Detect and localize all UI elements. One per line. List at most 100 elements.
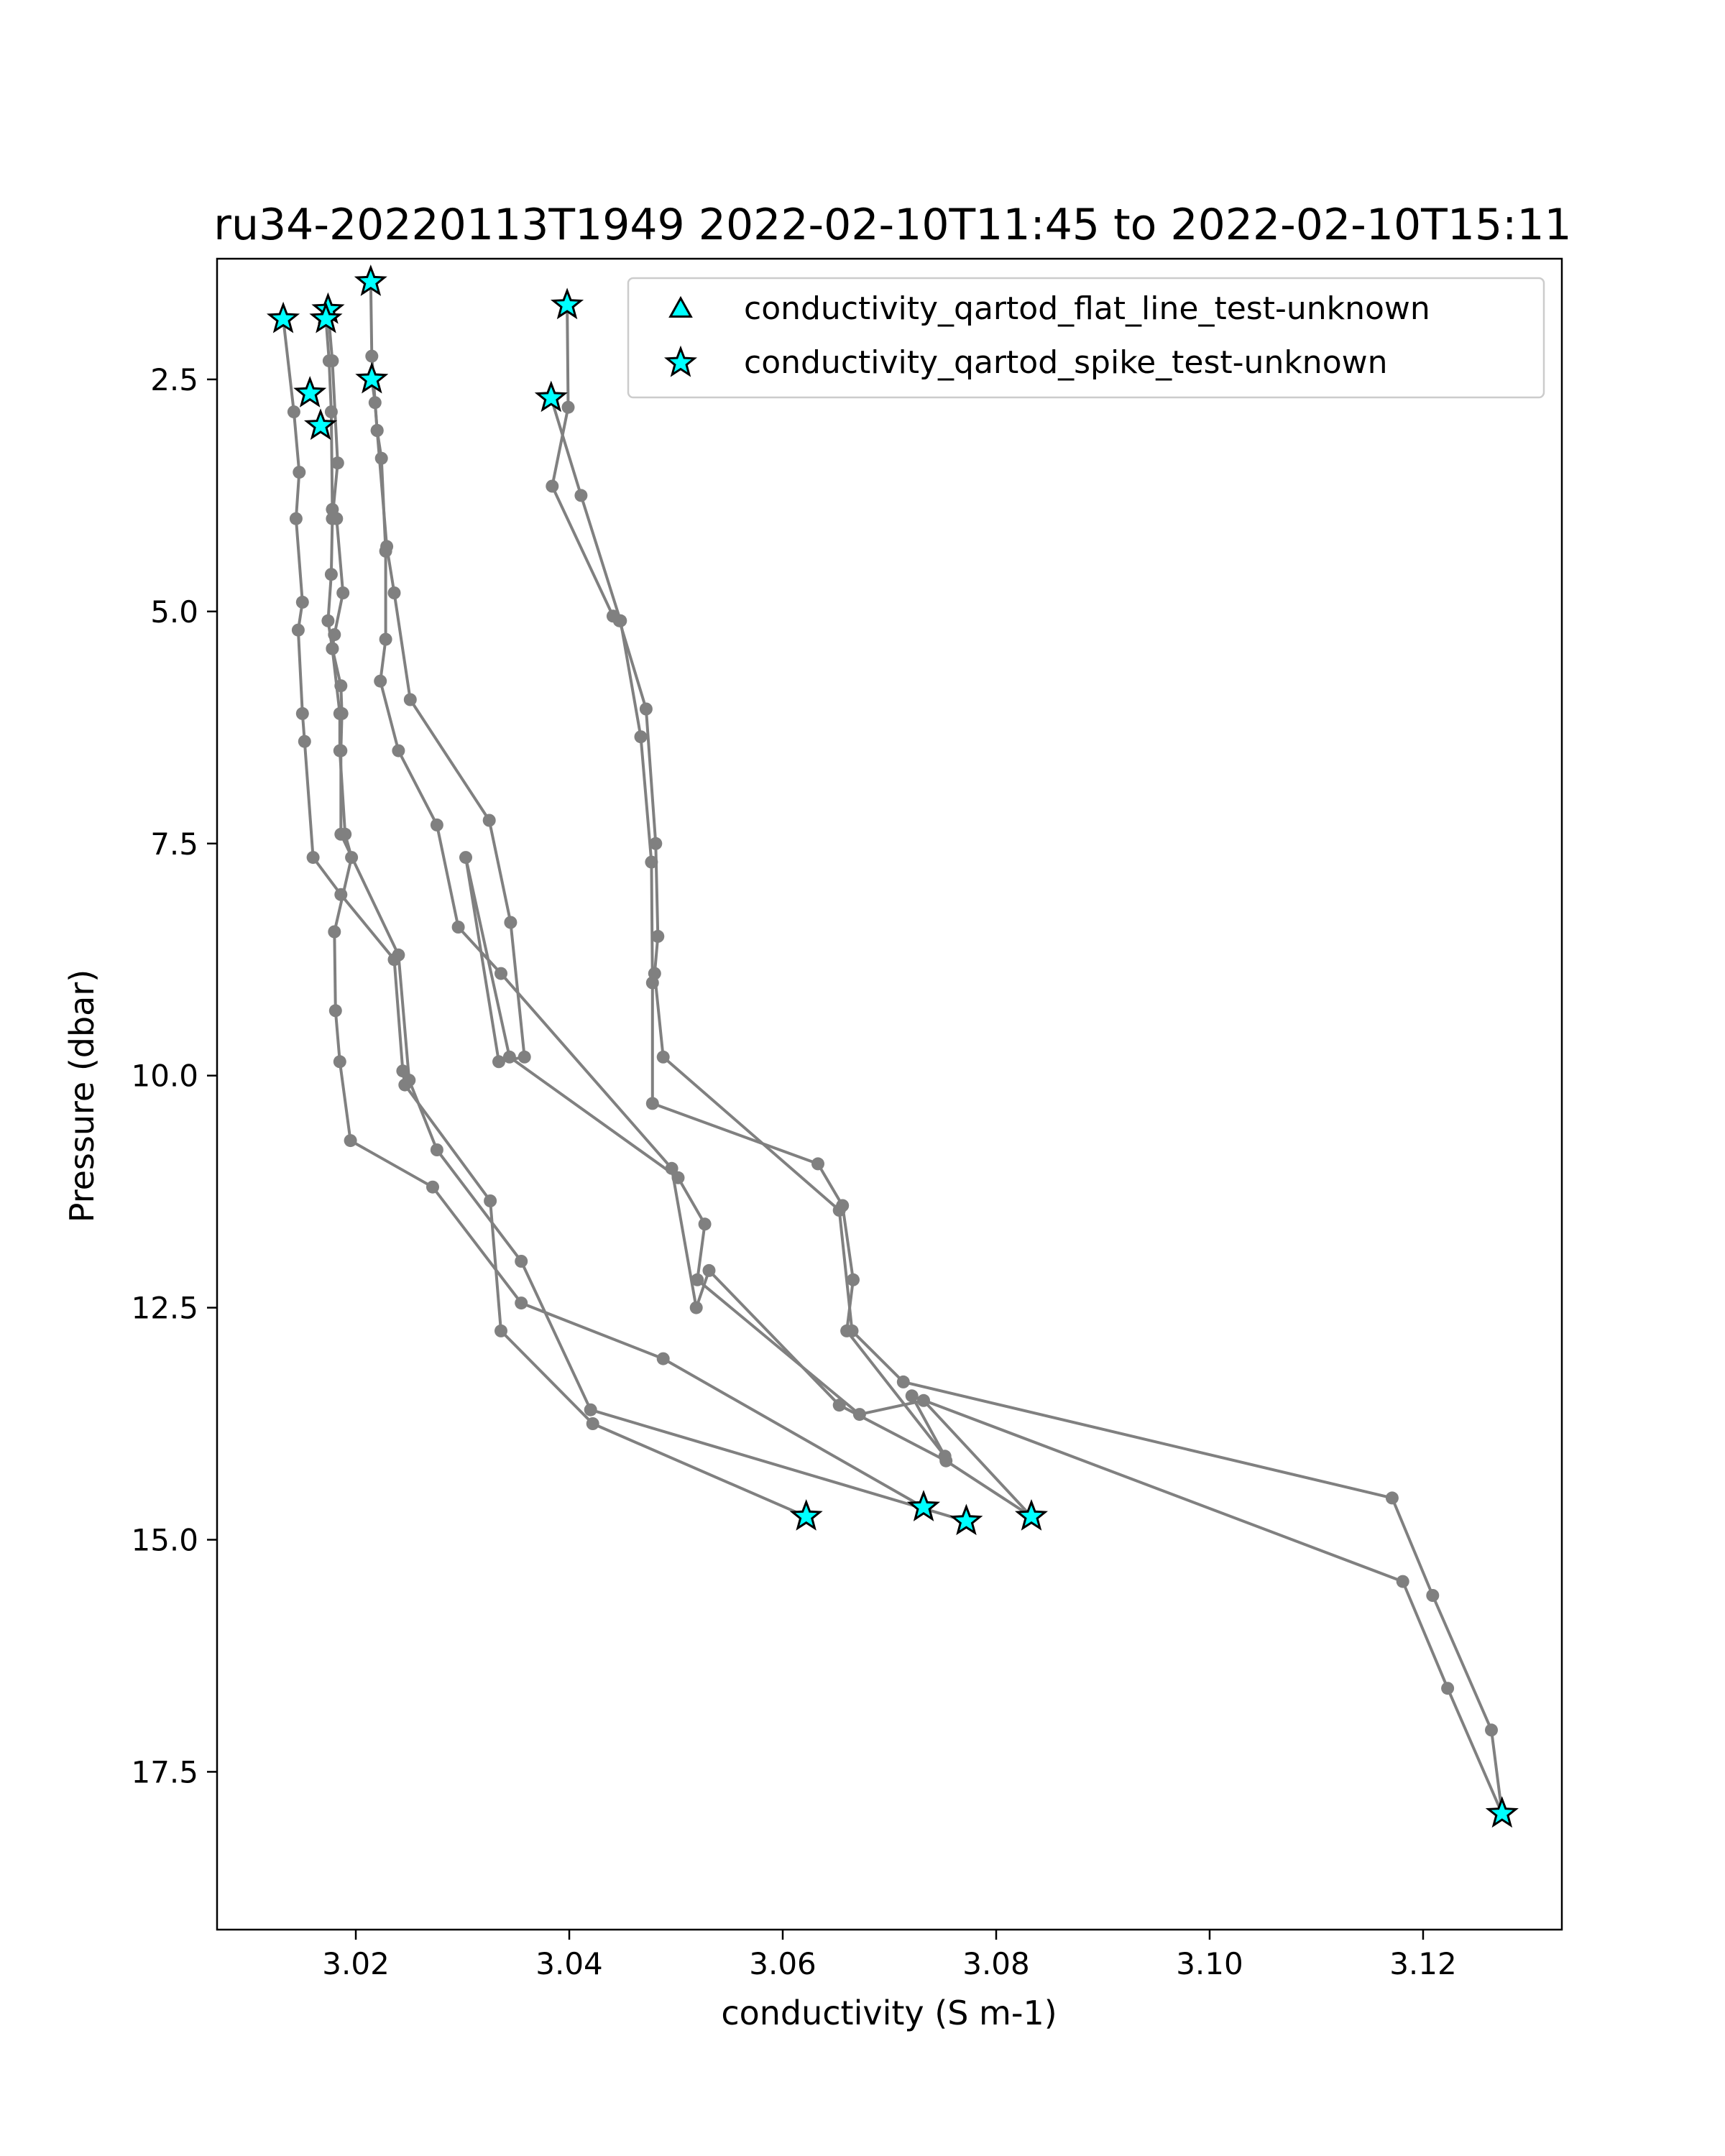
profile-point [938, 1450, 952, 1463]
x-tick-label: 3.10 [1176, 1946, 1243, 1981]
profile-point [326, 354, 339, 368]
profile-point [379, 632, 392, 646]
profile-line-4 [370, 379, 1033, 1518]
profile-point [287, 405, 300, 419]
x-axis-label: conductivity (S m-1) [721, 1994, 1057, 2032]
legend-label-flat-line: conductivity_qartod_flat_line_test-unkno… [744, 290, 1430, 327]
profile-point [368, 396, 382, 410]
legend-triangle-icon [668, 295, 693, 318]
profile-point [380, 540, 394, 553]
y-tick-label: 7.5 [150, 826, 198, 862]
profile-point [702, 1263, 716, 1277]
profile-line-2 [326, 309, 967, 1523]
profile-point [1396, 1575, 1409, 1588]
profile-point [1441, 1682, 1455, 1695]
profile-point [298, 734, 311, 748]
profile-point [515, 1296, 528, 1310]
profile-point [905, 1389, 919, 1403]
profile-point [334, 679, 348, 693]
y-tick-label: 15.0 [131, 1523, 198, 1558]
y-axis-ticks: 2.5 5.0 7.5 10.0 12.5 15.0 17.5 [131, 362, 217, 1789]
spike-marker [534, 380, 568, 413]
profile-point [328, 925, 341, 939]
profile-point [344, 1134, 357, 1148]
profile-point [396, 1064, 410, 1078]
profile-point [494, 967, 507, 980]
spike-marker [789, 1498, 823, 1531]
profile-point [334, 744, 348, 757]
x-tick-label: 3.08 [962, 1946, 1030, 1981]
chart-title: ru34-20220113T1949 2022-02-10T11:45 to 2… [213, 200, 1571, 250]
profile-point [1426, 1589, 1440, 1602]
profile-point [370, 424, 384, 437]
legend-box [627, 277, 1545, 399]
spike-marker [1014, 1498, 1049, 1531]
profile-point [403, 693, 417, 706]
spike-marker [303, 408, 338, 441]
profile-point [494, 1324, 507, 1337]
spike-test-markers [266, 264, 1519, 1828]
profile-point [459, 851, 472, 865]
profile-point [671, 1171, 685, 1184]
x-tick-label: 3.06 [749, 1946, 816, 1981]
y-tick-label: 2.5 [150, 362, 198, 397]
profile-point [374, 674, 387, 688]
profile-point [334, 827, 348, 841]
spike-marker [949, 1503, 983, 1536]
spike-marker [1485, 1796, 1519, 1828]
profile-point [451, 921, 465, 934]
y-tick-label: 5.0 [150, 594, 198, 630]
profile-point [295, 595, 309, 609]
profile-point [335, 706, 349, 720]
profile-point [518, 1050, 531, 1064]
profile-point [691, 1273, 704, 1286]
profile-line-5 [551, 305, 1504, 1814]
profile-point [561, 400, 575, 414]
profile-point [392, 948, 405, 962]
profile-point [321, 614, 335, 627]
profile-point [365, 349, 379, 363]
profile-point [574, 489, 588, 502]
legend: conductivity_qartod_flat_line_test-unkno… [627, 277, 1545, 399]
profile-point [656, 1050, 670, 1064]
profile-line-1 [324, 318, 924, 1509]
profile-point [614, 614, 627, 627]
legend-star-icon [663, 345, 698, 377]
profile-point [836, 1199, 850, 1212]
profile-point [502, 1050, 516, 1064]
profile-point [645, 976, 659, 990]
x-tick-label: 3.02 [322, 1946, 390, 1981]
profile-point [387, 586, 401, 599]
y-tick-label: 10.0 [131, 1059, 198, 1094]
spike-marker [266, 301, 300, 333]
profile-point [504, 916, 518, 929]
profile-point [492, 1055, 505, 1069]
profile-point [484, 1194, 497, 1207]
profile-point [840, 1324, 854, 1337]
profile-point [811, 1157, 824, 1171]
profile-point [586, 1417, 599, 1430]
profile-point [1485, 1723, 1498, 1737]
profile-point [852, 1408, 866, 1422]
spike-marker [355, 361, 389, 394]
profile-point [515, 1255, 528, 1268]
profile-point [295, 706, 309, 720]
profile-point [546, 479, 559, 493]
profile-point [896, 1375, 910, 1388]
profile-point [326, 642, 339, 655]
profile-point [645, 855, 658, 869]
profile-point [656, 1352, 670, 1365]
profile-point [1385, 1491, 1399, 1505]
profile-point [336, 586, 350, 599]
star-icon [663, 345, 698, 377]
profile-point [331, 456, 344, 470]
profile-point [698, 1217, 712, 1231]
y-axis-label: Pressure (dbar) [63, 969, 101, 1222]
x-tick-label: 3.12 [1389, 1946, 1457, 1981]
profile-point [634, 730, 648, 744]
spike-marker [906, 1490, 941, 1521]
y-tick-label: 12.5 [131, 1291, 198, 1326]
profile-lines [277, 275, 1509, 1820]
profile-point [847, 1273, 860, 1286]
